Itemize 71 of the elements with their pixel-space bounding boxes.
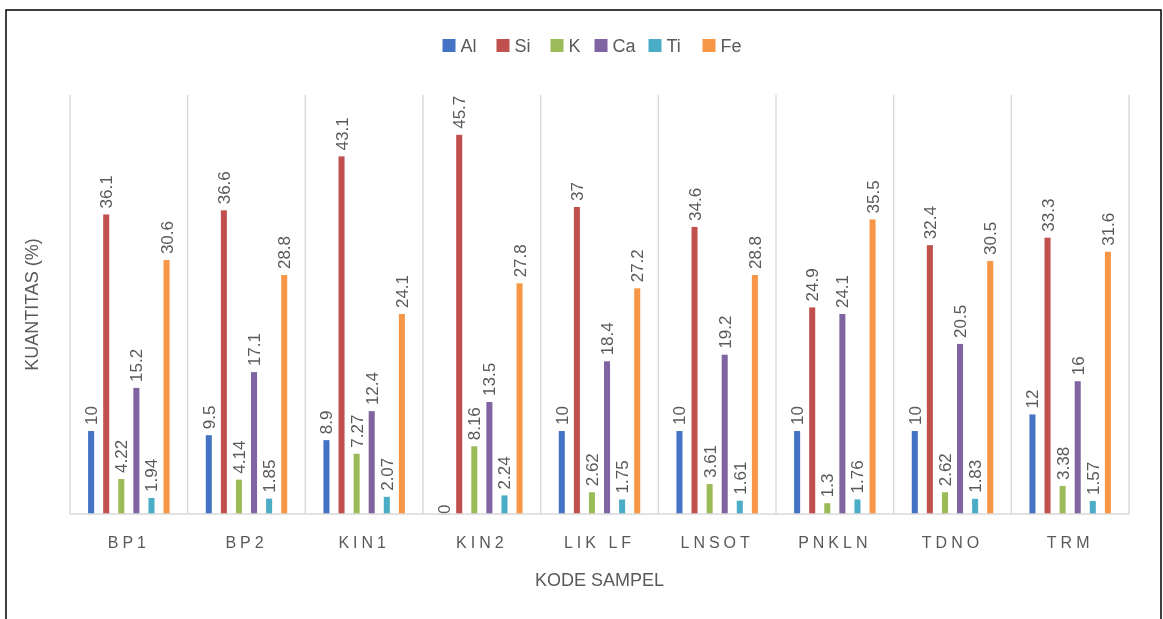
data-label: 10 bbox=[82, 406, 102, 426]
data-label: 35.5 bbox=[863, 180, 883, 214]
data-label: 1.83 bbox=[966, 459, 986, 493]
data-label: 1.61 bbox=[730, 461, 750, 495]
x-axis-title: KODE SAMPEL bbox=[534, 570, 665, 590]
data-label: 1.94 bbox=[142, 458, 162, 492]
x-tick-label: PNKLN bbox=[798, 534, 872, 551]
data-label: 27.8 bbox=[510, 244, 530, 278]
data-label: 30.5 bbox=[981, 221, 1001, 255]
legend-label: K bbox=[568, 36, 581, 56]
data-label: 32.4 bbox=[920, 206, 940, 240]
data-label: 30.6 bbox=[157, 221, 177, 255]
x-tick-label: KIN2 bbox=[456, 534, 508, 551]
data-label: 1.75 bbox=[613, 460, 633, 494]
data-label: 0 bbox=[435, 504, 455, 514]
data-label: 13.5 bbox=[480, 362, 500, 396]
data-label: 2.62 bbox=[935, 453, 955, 487]
data-label: 9.5 bbox=[199, 405, 219, 430]
x-tick-label: BP2 bbox=[225, 534, 268, 551]
data-label: 19.2 bbox=[715, 315, 735, 349]
data-label: 10 bbox=[552, 406, 572, 426]
data-label: 12 bbox=[1023, 389, 1043, 409]
x-tick-label: KIN1 bbox=[338, 534, 390, 551]
data-label: 10 bbox=[788, 406, 808, 426]
data-label: 28.8 bbox=[745, 235, 765, 270]
data-label: 17.1 bbox=[245, 333, 265, 367]
x-tick-label: LNSOT bbox=[680, 534, 754, 551]
data-label: 1.76 bbox=[848, 460, 868, 494]
data-label: 4.14 bbox=[229, 440, 249, 474]
data-label: 16 bbox=[1068, 356, 1088, 376]
data-label: 2.24 bbox=[495, 456, 515, 490]
data-label: 7.27 bbox=[347, 414, 367, 448]
data-label: 24.1 bbox=[392, 274, 412, 309]
legend-label: Ca bbox=[612, 36, 637, 56]
data-label: 20.5 bbox=[951, 304, 971, 338]
x-tick-label: TDNO bbox=[921, 534, 984, 551]
data-label: 1.85 bbox=[260, 459, 280, 493]
data-label: 8.16 bbox=[465, 407, 485, 441]
legend-label: Ti bbox=[666, 36, 681, 56]
data-label: 36.1 bbox=[97, 175, 117, 209]
data-label: 31.6 bbox=[1098, 212, 1118, 246]
data-label: 37 bbox=[567, 182, 587, 201]
data-label: 28.8 bbox=[275, 235, 295, 270]
x-tick-label: BP1 bbox=[107, 534, 150, 551]
x-tick-label: TRM bbox=[1046, 534, 1094, 551]
data-label: 4.22 bbox=[112, 439, 132, 473]
data-label: 33.3 bbox=[1038, 198, 1058, 232]
data-label: 45.7 bbox=[450, 95, 470, 129]
data-label: 34.6 bbox=[685, 187, 705, 221]
data-label: 3.38 bbox=[1053, 446, 1073, 480]
data-label: 24.9 bbox=[803, 268, 823, 302]
legend-label: Si bbox=[514, 36, 531, 56]
legend-label: Al bbox=[460, 36, 477, 56]
data-label: 10 bbox=[670, 406, 690, 426]
data-label: 36.6 bbox=[214, 171, 234, 205]
data-label: 8.9 bbox=[317, 410, 337, 435]
data-label: 1.57 bbox=[1083, 461, 1103, 495]
legend-label: Fe bbox=[720, 36, 742, 56]
data-label: 2.07 bbox=[377, 457, 397, 491]
data-label: 10 bbox=[905, 406, 925, 426]
data-label: 1.3 bbox=[818, 473, 838, 498]
x-tick-label: LIK LF bbox=[563, 534, 636, 551]
data-label: 2.62 bbox=[582, 453, 602, 487]
data-label: 15.2 bbox=[127, 348, 147, 382]
data-label: 43.1 bbox=[332, 117, 352, 151]
data-label: 27.2 bbox=[628, 249, 648, 283]
y-axis-title: KUANTITAS (%) bbox=[22, 238, 42, 371]
data-label: 12.4 bbox=[362, 372, 382, 406]
data-label: 3.61 bbox=[700, 444, 720, 479]
data-label: 18.4 bbox=[598, 322, 618, 356]
data-label: 24.1 bbox=[833, 274, 853, 309]
